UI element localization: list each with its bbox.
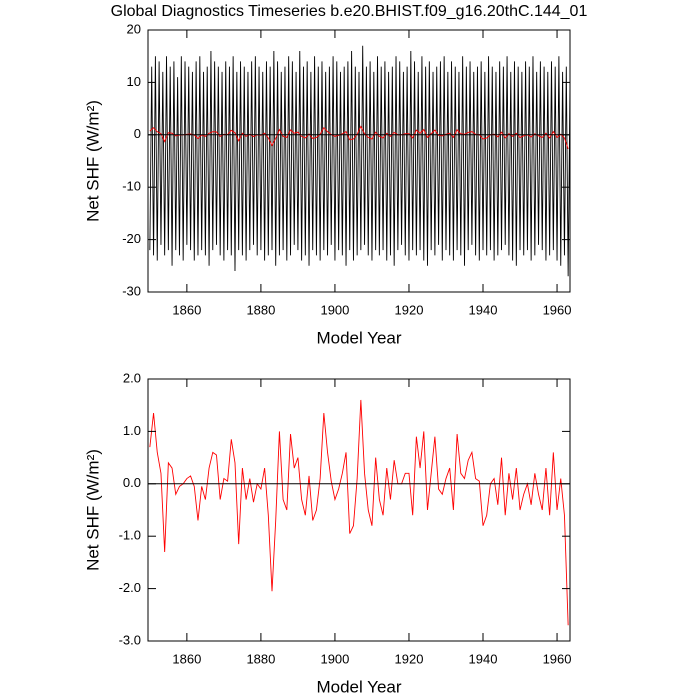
x-tick-label: 1920 xyxy=(395,651,424,666)
x-tick-label: 1960 xyxy=(543,651,572,666)
x-tick-label: 1900 xyxy=(320,302,349,317)
y-tick-label: -1.0 xyxy=(119,528,141,543)
data-line xyxy=(149,125,569,150)
y-axis-title: Net SHF (W/m²) xyxy=(83,100,102,222)
y-tick-label: -3.0 xyxy=(119,632,141,647)
x-tick-label: 1880 xyxy=(246,651,275,666)
plot-frame xyxy=(147,378,571,642)
y-axis-title: Net SHF (W/m²) xyxy=(83,449,102,571)
y-tick-label: 10 xyxy=(127,74,141,89)
x-tick-label: 1920 xyxy=(395,302,424,317)
data-line xyxy=(149,399,569,626)
x-axis-title: Model Year xyxy=(316,677,401,696)
y-tick-label: -20 xyxy=(122,231,141,246)
y-tick-label: 0 xyxy=(134,126,141,141)
x-axis-title: Model Year xyxy=(316,328,401,347)
y-tick-label: 2.0 xyxy=(123,370,141,385)
y-tick-label: 0.0 xyxy=(123,475,141,490)
x-tick-label: 1900 xyxy=(320,651,349,666)
x-tick-label: 1960 xyxy=(543,302,572,317)
x-tick-label: 1940 xyxy=(469,651,498,666)
y-tick-label: -2.0 xyxy=(119,580,141,595)
x-tick-label: 1860 xyxy=(172,302,201,317)
y-tick-label: -30 xyxy=(122,283,141,298)
x-tick-label: 1880 xyxy=(246,302,275,317)
y-tick-label: 20 xyxy=(127,21,141,36)
x-tick-label: 1940 xyxy=(469,302,498,317)
chart-title: Global Diagnostics Timeseries b.e20.BHIS… xyxy=(111,3,588,20)
y-tick-label: 1.0 xyxy=(123,423,141,438)
x-tick-label: 1860 xyxy=(172,651,201,666)
data-line xyxy=(149,45,570,277)
plot-frame xyxy=(147,29,571,293)
y-tick-label: -10 xyxy=(122,179,141,194)
